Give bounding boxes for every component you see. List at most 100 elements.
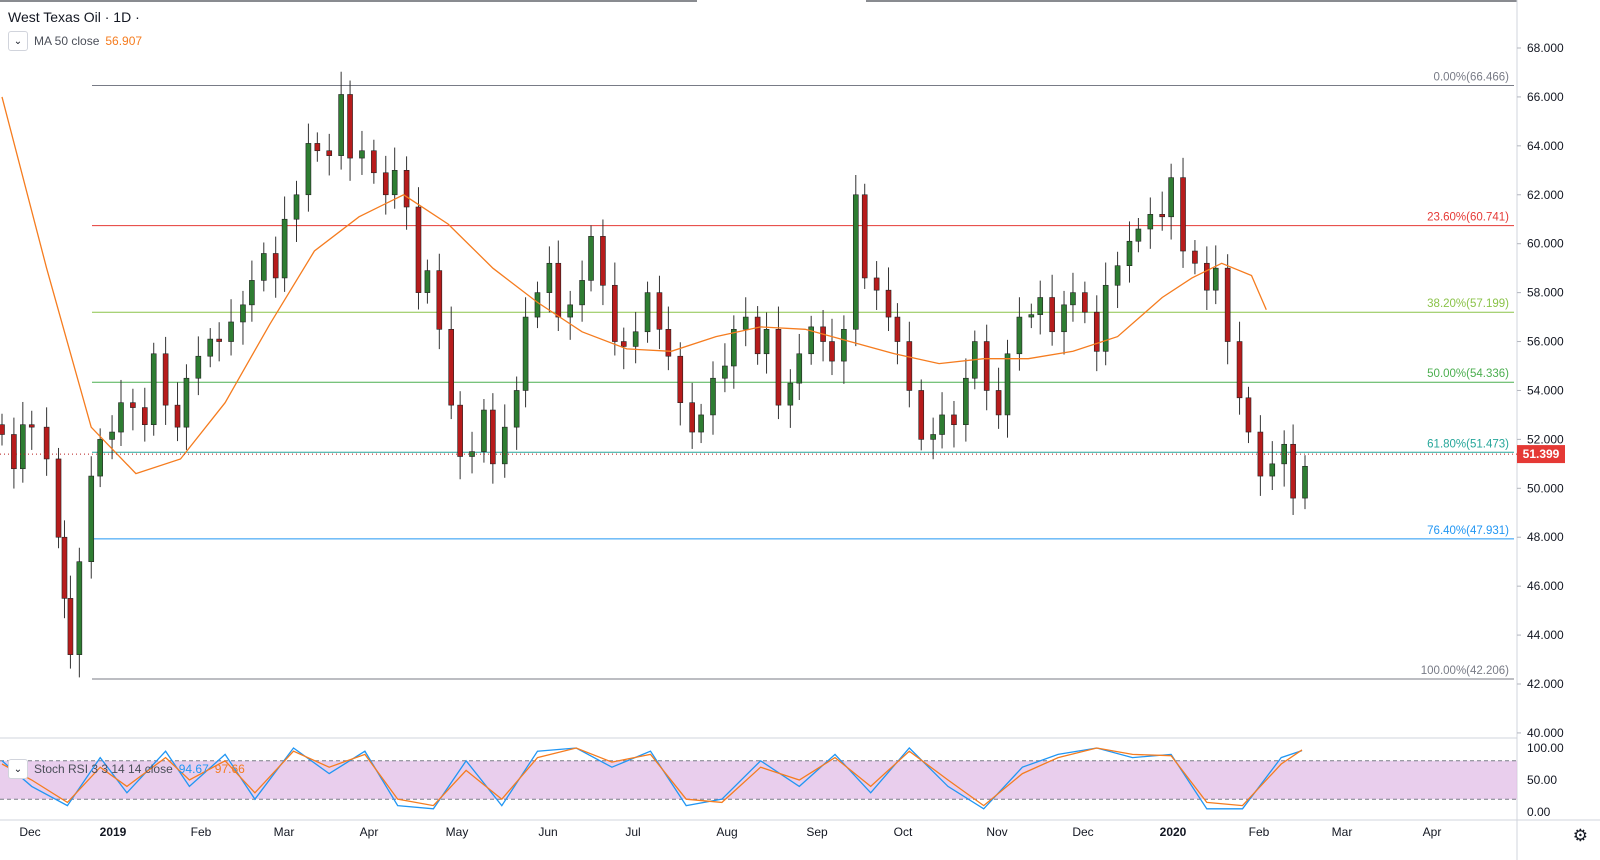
candle-body bbox=[207, 338, 214, 357]
candle-body bbox=[722, 365, 728, 379]
candle-body bbox=[665, 329, 672, 357]
candle-body bbox=[281, 218, 288, 279]
candle-body bbox=[1245, 397, 1252, 433]
candle-body bbox=[754, 316, 761, 355]
candle-body bbox=[787, 382, 794, 406]
gear-icon[interactable]: ⚙ bbox=[1572, 826, 1588, 845]
candle-body bbox=[1037, 297, 1044, 315]
time-tick-label: Dec bbox=[19, 825, 40, 839]
fib-level-label: 100.00%(42.206) bbox=[1421, 665, 1509, 677]
ma-legend[interactable]: ⌄ MA 50 close 56.907 bbox=[8, 31, 142, 51]
candle-body bbox=[448, 329, 455, 406]
candle-body bbox=[228, 321, 234, 342]
time-tick-label: Apr bbox=[1423, 825, 1442, 839]
price-tick-label: 58.000 bbox=[1527, 286, 1564, 300]
candle-body bbox=[371, 150, 377, 174]
stoch-legend[interactable]: ⌄ Stoch RSI 3 3 14 14 close 94.67 97.66 bbox=[8, 759, 245, 779]
candle-body bbox=[272, 253, 279, 279]
candle-body bbox=[141, 407, 148, 426]
candle-body bbox=[501, 426, 508, 465]
stoch-d-value: 97.66 bbox=[214, 762, 245, 776]
chevron-down-icon[interactable]: ⌄ bbox=[8, 759, 28, 779]
candle-body bbox=[522, 316, 529, 391]
candle-body bbox=[11, 434, 17, 470]
time-tick-label: Oct bbox=[894, 825, 913, 839]
candle-body bbox=[424, 270, 431, 293]
candle-body bbox=[338, 94, 344, 156]
candle-body bbox=[436, 270, 443, 330]
candle-body bbox=[1168, 177, 1174, 218]
candle-body bbox=[1102, 284, 1109, 352]
candle-body bbox=[118, 402, 124, 433]
price-tick-label: 56.000 bbox=[1527, 335, 1564, 349]
fib-level-label: 61.80%(51.473) bbox=[1427, 438, 1509, 450]
candle-body bbox=[930, 434, 936, 440]
candle-body bbox=[76, 561, 83, 655]
candle-body bbox=[97, 439, 103, 477]
candle-body bbox=[195, 355, 202, 379]
candle-body bbox=[1224, 267, 1231, 342]
price-tick-label: 40.000 bbox=[1527, 726, 1564, 740]
candle-body bbox=[240, 304, 246, 323]
candle-body bbox=[567, 304, 574, 318]
chevron-down-icon[interactable]: ⌄ bbox=[8, 31, 28, 51]
candle-body bbox=[88, 475, 95, 562]
candle-body bbox=[698, 414, 704, 433]
candle-body bbox=[61, 536, 68, 599]
candle-body bbox=[600, 236, 606, 286]
candle-body bbox=[347, 94, 353, 159]
stoch-label: Stoch RSI 3 3 14 14 close bbox=[34, 762, 173, 776]
price-tick-label: 44.000 bbox=[1527, 628, 1564, 642]
last-price-badge bbox=[1517, 445, 1565, 464]
candle-body bbox=[216, 338, 222, 342]
candle-body bbox=[43, 426, 50, 460]
candle-body bbox=[861, 194, 868, 279]
time-tick-label: 2020 bbox=[1160, 825, 1187, 839]
time-tick-label: Apr bbox=[360, 825, 379, 839]
candle-body bbox=[775, 329, 782, 406]
candle-body bbox=[457, 404, 463, 457]
candle-body bbox=[55, 458, 62, 538]
candle-body bbox=[1204, 262, 1210, 291]
time-tick-label: Mar bbox=[274, 825, 295, 839]
time-tick-label: Dec bbox=[1072, 825, 1093, 839]
candle-body bbox=[174, 404, 181, 428]
candle-body bbox=[1004, 353, 1011, 416]
candle-body bbox=[1290, 443, 1296, 499]
time-tick-label: Sep bbox=[806, 825, 828, 839]
candle-body bbox=[852, 194, 859, 330]
candle-body bbox=[808, 326, 814, 355]
candle-body bbox=[763, 329, 770, 355]
candle-body bbox=[983, 341, 990, 391]
price-tick-label: 48.000 bbox=[1527, 530, 1564, 544]
candle-body bbox=[906, 341, 913, 391]
candle-body bbox=[1082, 292, 1088, 313]
candle-body bbox=[1192, 250, 1198, 264]
ma-label: MA 50 close bbox=[34, 34, 100, 48]
candle-body bbox=[183, 377, 190, 428]
candle-body bbox=[796, 353, 803, 384]
time-tick-label: Mar bbox=[1332, 825, 1353, 839]
last-price-label: 51.399 bbox=[1523, 447, 1560, 461]
candle-body bbox=[1302, 465, 1308, 499]
price-tick-label: 50.000 bbox=[1527, 481, 1564, 495]
price-tick-label: 54.000 bbox=[1527, 383, 1564, 397]
candle-body bbox=[305, 143, 312, 196]
candle-body bbox=[873, 277, 880, 291]
candle-body bbox=[995, 390, 1002, 416]
candle-body bbox=[314, 143, 321, 152]
price-tick-label: 60.000 bbox=[1527, 237, 1564, 251]
stoch-k-value: 94.67 bbox=[178, 762, 209, 776]
time-tick-label: Aug bbox=[716, 825, 737, 839]
candle-body bbox=[644, 292, 651, 333]
candle-body bbox=[249, 280, 255, 306]
fib-level-label: 23.60%(60.741) bbox=[1427, 212, 1509, 224]
candle-body bbox=[1180, 177, 1186, 252]
candle-body bbox=[359, 150, 365, 159]
candle-body bbox=[513, 390, 520, 428]
candle-body bbox=[1135, 228, 1142, 242]
candle-body bbox=[963, 377, 969, 426]
candle-body bbox=[162, 353, 169, 406]
